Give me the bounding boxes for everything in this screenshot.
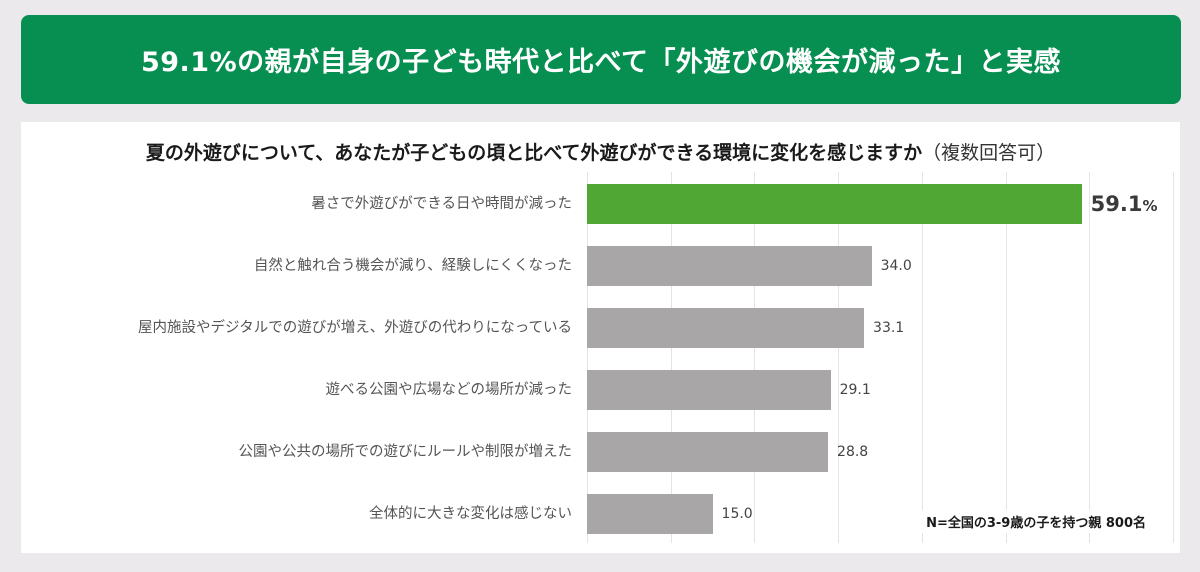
gridline	[587, 172, 588, 543]
bar	[587, 308, 865, 348]
value-label: 29.1	[840, 370, 871, 410]
category-label: 自然と触れ合う機会が減り、経験しにくくなった	[253, 258, 572, 274]
header-banner: 59.1%の親が自身の子ども時代と比べて「外遊びの機会が減った」と実感	[21, 15, 1181, 104]
value-number: 15.0	[721, 506, 753, 522]
headline: 59.1%の親が自身の子ども時代と比べて「外遊びの機会が減った」と実感	[140, 47, 1062, 78]
category-label: 公園や公共の場所での遊びにルールや制限が増えた	[238, 444, 573, 460]
bar	[587, 246, 872, 286]
category-label: 全体的に大きな変化は感じない	[369, 506, 572, 522]
value-label: 33.1	[873, 308, 904, 348]
value-number: 34.0	[880, 258, 912, 274]
sample-size-note: N=全国の3-9歳の子を持つ親 800名	[922, 510, 1150, 533]
gridline	[1089, 172, 1091, 543]
value-label: 34.0	[881, 246, 912, 286]
value-label: 15.0	[722, 494, 753, 534]
chart-title-note: （複数回答可）	[922, 142, 1056, 164]
chart-question: 夏の外遊びについて、あなたが子どもの頃と比べて外遊びができる環境に変化を感じます…	[145, 142, 923, 164]
gridline	[838, 172, 840, 543]
gridline	[754, 172, 756, 543]
value-number: 59.1	[1090, 192, 1143, 216]
value-number: 33.1	[873, 320, 905, 336]
category-label: 屋内施設やデジタルでの遊びが増え、外遊びの代わりになっている	[138, 320, 572, 336]
plot-area: 59.1% 34.0 33.1 29.1 28.8 15.0	[587, 172, 1187, 543]
bar	[587, 184, 1082, 224]
bar	[587, 432, 829, 472]
bar	[587, 494, 713, 534]
gridline	[670, 172, 672, 543]
value-number: 29.1	[839, 382, 871, 398]
value-label: 28.8	[837, 432, 868, 472]
value-label: 59.1%	[1091, 184, 1158, 224]
gridline	[921, 172, 923, 543]
chart-title: 夏の外遊びについて、あなたが子どもの頃と比べて外遊びができる環境に変化を感じます…	[21, 138, 1180, 165]
gridline	[1005, 172, 1007, 543]
category-label: 暑さで外遊びができる日や時間が減った	[311, 196, 572, 212]
percent-unit: %	[1142, 197, 1158, 215]
category-label: 遊べる公園や広場などの場所が減った	[325, 382, 573, 398]
bar	[587, 370, 831, 410]
gridline	[1172, 172, 1174, 543]
chart-panel: 夏の外遊びについて、あなたが子どもの頃と比べて外遊びができる環境に変化を感じます…	[21, 122, 1180, 553]
value-number: 28.8	[837, 444, 869, 460]
